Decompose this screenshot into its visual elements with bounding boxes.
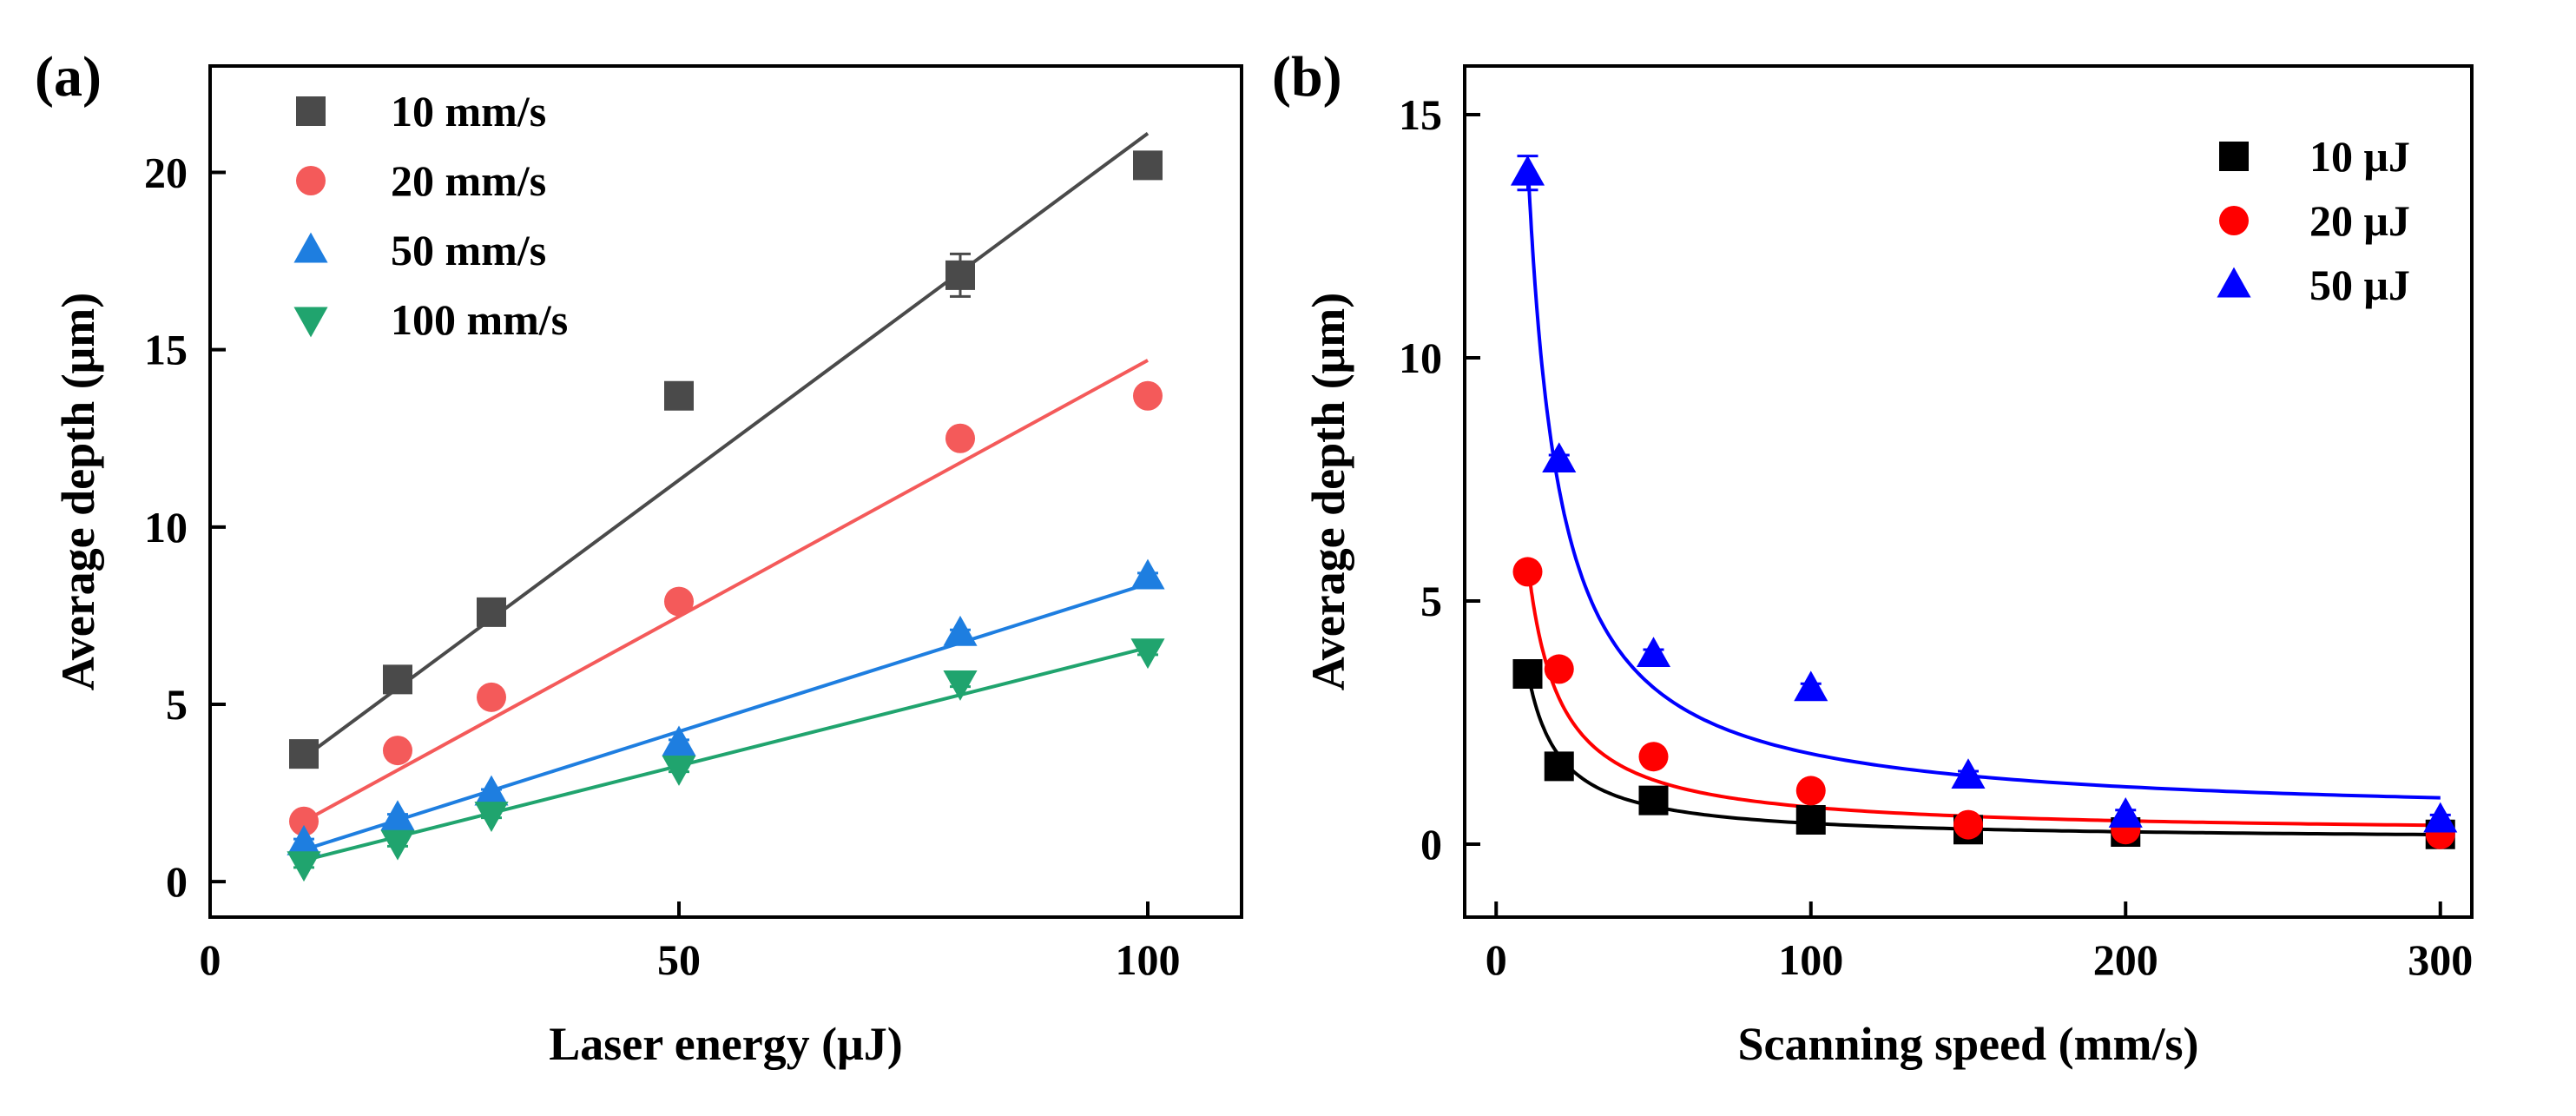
- y-tick-label: 10: [1399, 333, 1442, 382]
- data-point-100-mm-s: [474, 802, 509, 832]
- y-tick-label: 10: [144, 503, 188, 551]
- fit-line-20-j: [1525, 562, 2441, 828]
- data-point-10-j: [1544, 751, 1574, 782]
- x-tick-label: 50: [657, 935, 701, 984]
- fit-line-20-mm-s: [303, 359, 1149, 823]
- x-tick-label: 200: [2093, 935, 2158, 984]
- panel-a: (a) 0 50 100 0 5 10 15 20 10 mm/s 20 mm/s 50 mm/…: [35, 45, 1243, 1070]
- data-point-10-mm-s: [1133, 150, 1163, 181]
- data-point-20-mm-s: [289, 806, 319, 836]
- panel-a-y-axis-label: Average depth (μm): [52, 293, 104, 691]
- panel-a-x-axis-label: Laser energy (μJ): [549, 1018, 903, 1070]
- fit-line-50-mm-s: [303, 582, 1149, 852]
- data-point-20-j: [1512, 557, 1543, 587]
- data-point-20-mm-s: [664, 586, 694, 617]
- data-point-100-mm-s: [380, 829, 415, 861]
- panel-b-label: (b): [1272, 45, 1342, 109]
- y-tick-label: 15: [1399, 90, 1442, 139]
- data-point-50-j: [1510, 155, 1545, 186]
- panel-a-y-axis: 0 5 10 15 20: [144, 149, 226, 906]
- x-tick-label: 0: [200, 935, 221, 984]
- data-point-10-j: [1795, 805, 1826, 835]
- y-tick-label: 15: [144, 326, 188, 374]
- data-point-20-j: [1638, 742, 1669, 772]
- data-point-20-mm-s: [383, 736, 412, 766]
- panel-a-data-points: [287, 150, 1165, 882]
- data-point-10-mm-s: [383, 664, 412, 695]
- data-point-50-j: [2423, 802, 2458, 833]
- data-point-50-mm-s: [474, 775, 509, 806]
- legend-marker-20-j: [2219, 206, 2249, 235]
- panel-b-legend: 10 μJ 20 μJ 50 μJ: [2217, 132, 2410, 309]
- fit-line-10-mm-s: [302, 131, 1150, 759]
- data-point-10-j: [1512, 659, 1543, 689]
- panel-b-data-points: [1510, 155, 2458, 849]
- data-point-20-j: [1795, 776, 1826, 806]
- legend-label-100-mm-s: 100 mm/s: [391, 295, 568, 344]
- legend-label-10-mm-s: 10 mm/s: [391, 87, 546, 135]
- legend-marker-10-j: [2219, 142, 2249, 171]
- data-point-50-j: [1794, 670, 1828, 702]
- data-point-50-j: [1636, 637, 1671, 668]
- panel-a-plot-frame: [208, 64, 1243, 919]
- x-tick-label: 0: [1486, 935, 1507, 984]
- legend-label-20-j: 20 μJ: [2309, 196, 2410, 245]
- data-point-10-mm-s: [945, 260, 975, 290]
- panel-b-x-axis: 0 100 200 300: [1486, 901, 2473, 984]
- data-point-50-mm-s: [287, 824, 321, 855]
- data-point-100-mm-s: [1130, 638, 1165, 670]
- data-point-20-mm-s: [945, 423, 975, 453]
- data-point-50-mm-s: [380, 800, 415, 831]
- x-tick-label: 100: [1778, 935, 1843, 984]
- legend-marker-20-mm-s: [296, 166, 326, 195]
- x-tick-label: 100: [1116, 935, 1181, 984]
- data-point-20-j: [1544, 654, 1574, 684]
- legend-label-20-mm-s: 20 mm/s: [391, 156, 546, 205]
- data-point-100-mm-s: [662, 756, 696, 786]
- data-point-10-mm-s: [664, 380, 694, 411]
- legend-marker-100-mm-s: [293, 307, 328, 338]
- panel-b-y-axis: 0 5 10 15: [1399, 90, 1480, 868]
- fit-line-50-j: [1525, 158, 2441, 800]
- data-point-50-mm-s: [1130, 558, 1165, 590]
- data-point-20-mm-s: [1133, 380, 1163, 411]
- legend-marker-10-mm-s: [296, 96, 326, 126]
- legend-label-50-mm-s: 50 mm/s: [391, 226, 546, 274]
- legend-marker-50-j: [2217, 267, 2251, 298]
- legend-label-50-j: 50 μJ: [2309, 261, 2410, 309]
- panel-a-legend: 10 mm/s 20 mm/s 50 mm/s 100 mm/s: [293, 87, 568, 344]
- data-point-100-mm-s: [943, 670, 978, 701]
- panel-a-x-axis: 0 50 100: [200, 901, 1181, 984]
- data-point-50-j: [1951, 758, 1986, 789]
- data-point-10-mm-s: [289, 739, 319, 769]
- legend-label-10-j: 10 μJ: [2309, 132, 2410, 181]
- x-tick-label: 300: [2408, 935, 2473, 984]
- data-point-20-j: [1953, 809, 1983, 840]
- panel-b: (b) 0 100 200 300 0 5 10 15 10 μJ 20 μJ 50 μJ Sc…: [1272, 45, 2474, 1070]
- panel-b-fit-curves: [1525, 158, 2441, 836]
- legend-marker-50-mm-s: [293, 232, 328, 263]
- data-point-50-mm-s: [662, 725, 696, 756]
- data-point-10-j: [1638, 785, 1669, 816]
- panel-b-x-axis-label: Scanning speed (mm/s): [1737, 1018, 2198, 1070]
- y-tick-label: 5: [166, 680, 188, 729]
- data-point-50-mm-s: [943, 615, 978, 646]
- data-point-50-j: [1542, 442, 1577, 473]
- panel-b-plot-frame: [1463, 64, 2474, 919]
- fit-line-100-mm-s: [303, 645, 1149, 862]
- panel-b-y-axis-label: Average depth (μm): [1302, 293, 1354, 691]
- fit-line-10-j: [1525, 670, 2441, 836]
- y-tick-label: 0: [1420, 820, 1442, 868]
- panel-a-fit-lines: [302, 131, 1150, 862]
- data-point-50-j: [2108, 797, 2143, 828]
- data-point-10-mm-s: [477, 597, 506, 627]
- data-point-100-mm-s: [287, 851, 321, 882]
- data-point-20-mm-s: [477, 682, 506, 712]
- y-tick-label: 0: [166, 857, 188, 906]
- y-tick-label: 5: [1420, 577, 1442, 625]
- y-tick-label: 20: [144, 149, 188, 197]
- panel-a-label: (a): [35, 45, 102, 109]
